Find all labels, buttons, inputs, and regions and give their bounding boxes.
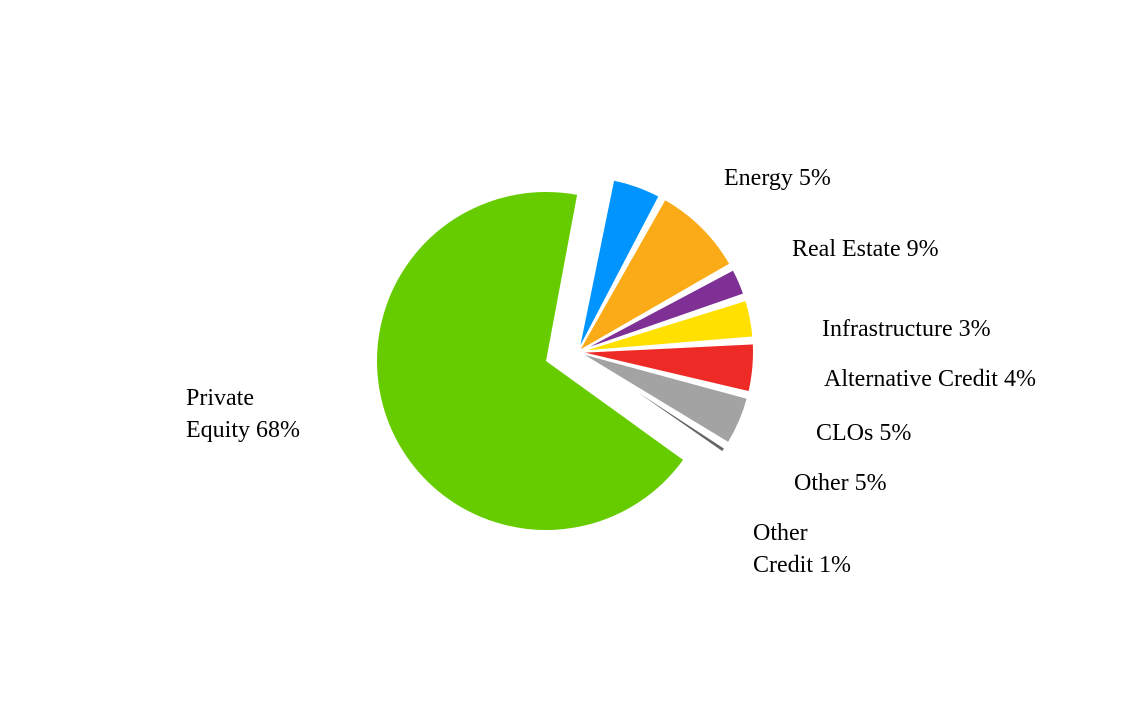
label-line: Real Estate 9% xyxy=(792,236,939,262)
label-other-credit: Other Credit 1% xyxy=(753,517,851,581)
label-infrastructure: Infrastructure 3% xyxy=(822,313,991,345)
label-energy: Energy 5% xyxy=(724,162,831,194)
label-other: Other 5% xyxy=(794,467,887,499)
label-alternative-credit: Alternative Credit 4% xyxy=(824,363,1036,395)
slice-real-estate xyxy=(575,197,732,355)
label-line: Other xyxy=(753,520,808,546)
label-line: Equity 68% xyxy=(186,417,300,443)
label-line: Energy 5% xyxy=(724,165,831,191)
label-line: Private xyxy=(186,385,254,411)
label-line: Other 5% xyxy=(794,470,887,496)
slice-private-equity xyxy=(377,191,684,530)
label-real-estate: Real Estate 9% xyxy=(792,233,939,265)
label-private-equity: Private Equity 68% xyxy=(186,382,300,446)
slice-clos xyxy=(577,342,755,394)
slice-alternative-credit xyxy=(577,298,755,353)
label-clos: CLOs 5% xyxy=(816,417,911,449)
slice-other xyxy=(577,351,750,445)
label-line: Alternative Credit 4% xyxy=(824,366,1036,392)
label-line: CLOs 5% xyxy=(816,420,912,446)
slice-energy xyxy=(577,178,661,353)
slice-other-credit xyxy=(577,351,727,454)
label-line: Credit 1% xyxy=(753,552,851,578)
label-line: Infrastructure 3% xyxy=(822,316,991,342)
slice-infrastructure xyxy=(577,267,746,353)
